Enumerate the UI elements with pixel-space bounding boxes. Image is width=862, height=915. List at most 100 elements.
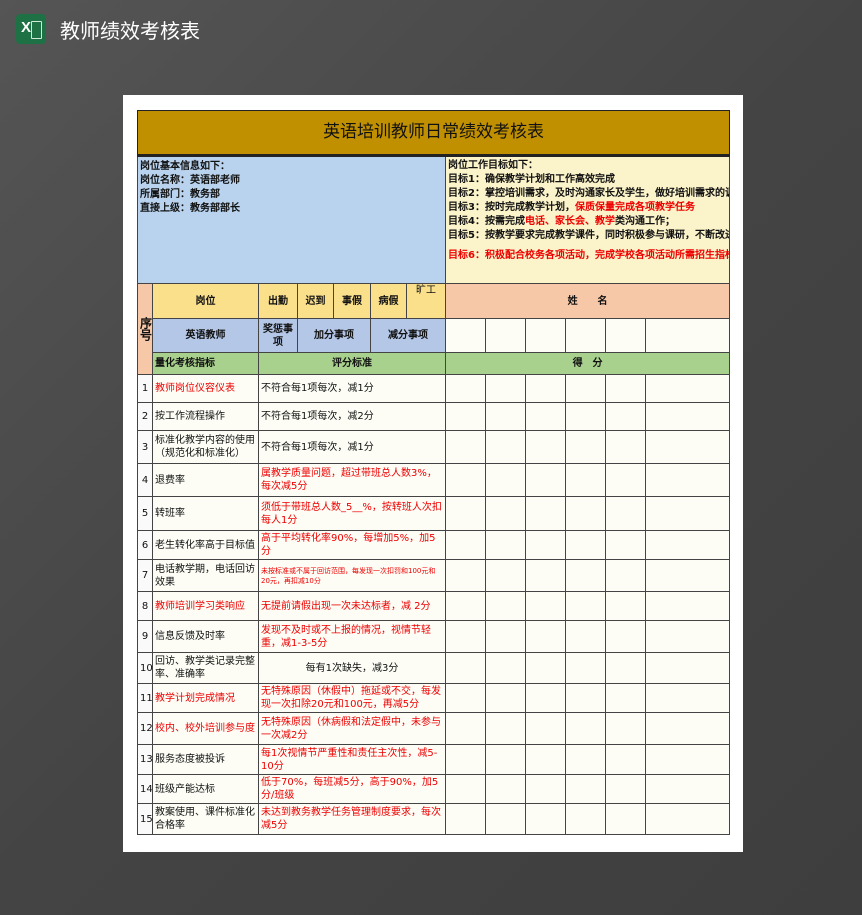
- score-cell[interactable]: [485, 530, 526, 560]
- indicator-cell[interactable]: 标准化教学内容的使用（规范化和标准化）: [152, 430, 259, 464]
- score-cell[interactable]: [644, 430, 731, 464]
- indicator-cell[interactable]: 退费率: [152, 463, 259, 497]
- name-cell[interactable]: [605, 318, 646, 353]
- score-cell[interactable]: [605, 803, 646, 835]
- score-cell[interactable]: [485, 803, 526, 835]
- score-cell[interactable]: [445, 374, 486, 403]
- score-cell[interactable]: [605, 591, 646, 621]
- score-cell[interactable]: [445, 774, 486, 804]
- score-cell[interactable]: [605, 683, 646, 713]
- score-cell[interactable]: [485, 652, 526, 684]
- score-cell[interactable]: [565, 712, 606, 745]
- score-cell[interactable]: [644, 744, 731, 775]
- score-cell[interactable]: [605, 402, 646, 431]
- score-cell[interactable]: [605, 496, 646, 531]
- score-cell[interactable]: [445, 496, 486, 531]
- criteria-cell[interactable]: 每1次视情节严重性和责任主次性，减5- 10分: [258, 744, 446, 775]
- name-cell[interactable]: [565, 318, 606, 353]
- score-cell[interactable]: [644, 620, 731, 653]
- score-cell[interactable]: [445, 803, 486, 835]
- score-cell[interactable]: [565, 374, 606, 403]
- score-cell[interactable]: [525, 430, 566, 464]
- name-cell[interactable]: [485, 318, 526, 353]
- score-cell[interactable]: [644, 683, 731, 713]
- criteria-cell[interactable]: 无特殊原因（休病假和法定假中，未参与一次减2分: [258, 712, 446, 745]
- score-cell[interactable]: [525, 374, 566, 403]
- criteria-cell[interactable]: 不符合每1项每次，减2分: [258, 402, 446, 431]
- score-cell[interactable]: [485, 591, 526, 621]
- score-cell[interactable]: [445, 712, 486, 745]
- indicator-cell[interactable]: 电话教学期，电话回访效果: [152, 559, 259, 592]
- score-cell[interactable]: [485, 463, 526, 497]
- score-cell[interactable]: [445, 559, 486, 592]
- indicator-cell[interactable]: 回访、教学类记录完整率、准确率: [152, 652, 259, 684]
- indicator-cell[interactable]: 教师培训学习类响应: [152, 591, 259, 621]
- score-cell[interactable]: [525, 402, 566, 431]
- score-cell[interactable]: [644, 496, 731, 531]
- criteria-cell[interactable]: 低于70%，每班减5分，高于90%，加5分/班级: [258, 774, 446, 804]
- score-cell[interactable]: [644, 774, 731, 804]
- score-cell[interactable]: [485, 620, 526, 653]
- score-cell[interactable]: [485, 774, 526, 804]
- score-cell[interactable]: [445, 402, 486, 431]
- score-cell[interactable]: [605, 744, 646, 775]
- criteria-cell[interactable]: 属教学质量问题，超过带班总人数3%，每次减5分: [258, 463, 446, 497]
- score-cell[interactable]: [644, 591, 731, 621]
- score-cell[interactable]: [485, 559, 526, 592]
- score-cell[interactable]: [525, 559, 566, 592]
- score-cell[interactable]: [525, 463, 566, 497]
- indicator-cell[interactable]: 校内、校外培训参与度: [152, 712, 259, 745]
- criteria-cell[interactable]: 无特殊原因（休假中）拖延或不交，每发现一次扣除20元和100元，再减5分: [258, 683, 446, 713]
- criteria-cell[interactable]: 发现不及时或不上报的情况，视情节轻重，减1-3-5分: [258, 620, 446, 653]
- score-cell[interactable]: [644, 374, 731, 403]
- score-cell[interactable]: [565, 430, 606, 464]
- criteria-cell[interactable]: 未按标准或不属于回访范围，每发现一次扣罚和100元和20元，再扣减10分: [258, 559, 446, 592]
- score-cell[interactable]: [644, 402, 731, 431]
- score-cell[interactable]: [565, 530, 606, 560]
- score-cell[interactable]: [565, 803, 606, 835]
- score-cell[interactable]: [605, 652, 646, 684]
- indicator-cell[interactable]: 班级产能达标: [152, 774, 259, 804]
- score-cell[interactable]: [445, 591, 486, 621]
- score-cell[interactable]: [485, 430, 526, 464]
- score-cell[interactable]: [605, 712, 646, 745]
- score-cell[interactable]: [605, 374, 646, 403]
- score-cell[interactable]: [565, 744, 606, 775]
- criteria-cell[interactable]: 无提前请假出现一次未达标者，减 2分: [258, 591, 446, 621]
- criteria-cell[interactable]: 须低于带班总人数_5__%，按转班人次扣每人1分: [258, 496, 446, 531]
- score-cell[interactable]: [525, 803, 566, 835]
- score-cell[interactable]: [644, 463, 731, 497]
- criteria-cell[interactable]: 不符合每1项每次，减1分: [258, 374, 446, 403]
- score-cell[interactable]: [565, 496, 606, 531]
- score-cell[interactable]: [605, 530, 646, 560]
- name-cell[interactable]: [445, 318, 486, 353]
- score-cell[interactable]: [525, 530, 566, 560]
- score-cell[interactable]: [485, 402, 526, 431]
- score-cell[interactable]: [525, 591, 566, 621]
- score-cell[interactable]: [445, 530, 486, 560]
- score-cell[interactable]: [565, 683, 606, 713]
- indicator-cell[interactable]: 教师岗位仪容仪表: [152, 374, 259, 403]
- score-cell[interactable]: [605, 620, 646, 653]
- score-cell[interactable]: [525, 683, 566, 713]
- score-cell[interactable]: [445, 463, 486, 497]
- score-cell[interactable]: [525, 652, 566, 684]
- indicator-cell[interactable]: 教案使用、课件标准化合格率: [152, 803, 259, 835]
- score-cell[interactable]: [644, 559, 731, 592]
- score-cell[interactable]: [644, 803, 731, 835]
- criteria-cell[interactable]: 不符合每1项每次，减1分: [258, 430, 446, 464]
- indicator-cell[interactable]: 教学计划完成情况: [152, 683, 259, 713]
- score-cell[interactable]: [525, 620, 566, 653]
- score-cell[interactable]: [565, 774, 606, 804]
- score-cell[interactable]: [485, 683, 526, 713]
- indicator-cell[interactable]: 按工作流程操作: [152, 402, 259, 431]
- score-cell[interactable]: [565, 463, 606, 497]
- indicator-cell[interactable]: 老生转化率高于目标值: [152, 530, 259, 560]
- score-cell[interactable]: [644, 530, 731, 560]
- score-cell[interactable]: [644, 652, 731, 684]
- score-cell[interactable]: [605, 774, 646, 804]
- score-cell[interactable]: [565, 652, 606, 684]
- score-cell[interactable]: [445, 683, 486, 713]
- criteria-cell[interactable]: 高于平均转化率90%，每增加5%，加5分: [258, 530, 446, 560]
- score-cell[interactable]: [565, 591, 606, 621]
